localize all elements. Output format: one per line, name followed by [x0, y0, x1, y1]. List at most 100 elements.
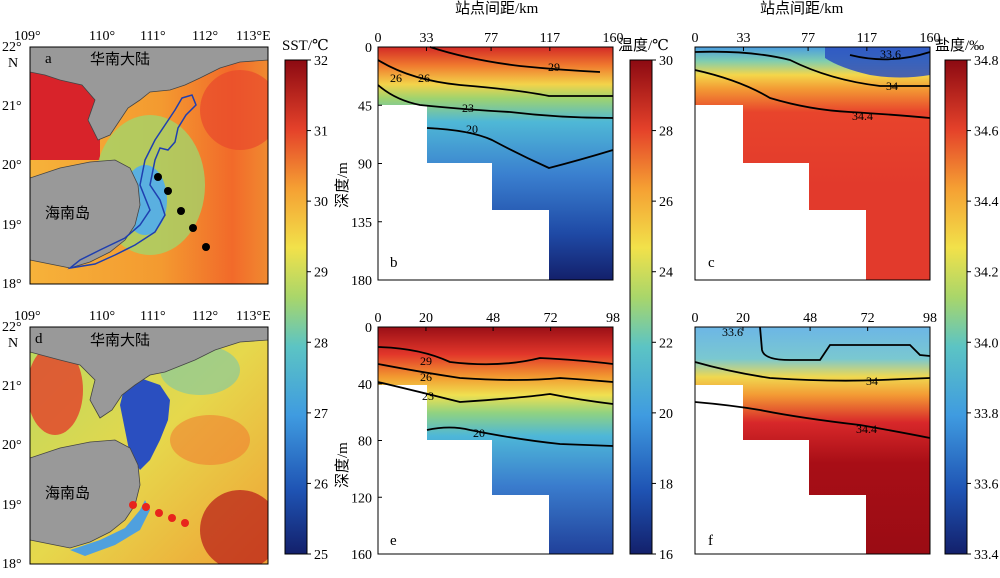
station-marker — [155, 509, 163, 517]
section-top-xlabel: 站点间距/km — [760, 0, 844, 17]
colorbar-tick-label: 28 — [314, 336, 328, 351]
colorbar-tick-label: 31 — [314, 125, 328, 140]
contour-label: 26 — [418, 71, 430, 85]
contour-label: 20 — [466, 122, 478, 136]
contour-label: 34.4 — [852, 109, 873, 123]
colorbar-tick-label: 24 — [659, 266, 673, 281]
temp-colorbar: 温度/℃ 30 28 26 24 22 20 18 16 — [618, 37, 673, 563]
stations-d — [129, 501, 189, 527]
contour-label: 29 — [548, 60, 560, 74]
lat-tick: 22° — [2, 40, 22, 55]
contour-33.6 — [759, 326, 931, 361]
section-f: 33.6 34 34.4 f 0 20 48 72 98 — [692, 311, 937, 555]
lat-tick: 19° — [2, 498, 22, 513]
contour-label: 34 — [886, 79, 898, 93]
contour-label: 26 — [390, 71, 402, 85]
y-tick-label: 180 — [351, 274, 372, 289]
contour-label: 33.6 — [722, 325, 743, 339]
contour-20 — [426, 426, 614, 447]
land-label-hainan: 海南岛 — [45, 485, 90, 502]
contour-26 — [377, 59, 613, 97]
lat-tick: 20° — [2, 438, 22, 453]
y-axis-label: 深度/m — [334, 162, 351, 208]
y-tick-label: 0 — [365, 321, 372, 336]
lat-tick: 22° — [2, 320, 22, 335]
panel-label: c — [708, 255, 715, 271]
lon-tick: 112° — [192, 29, 218, 44]
x-tick-label: 0 — [375, 31, 382, 46]
colorbar-tick-label: 26 — [659, 195, 673, 210]
x-tick-label: 160 — [920, 31, 941, 46]
mainland-land — [30, 327, 268, 419]
colorbar-tick-label: 25 — [314, 548, 328, 563]
contour-33.6 — [849, 51, 931, 61]
panel-label: a — [45, 51, 52, 67]
station-marker — [177, 207, 185, 215]
land-label-mainland: 华南大陆 — [90, 51, 150, 68]
section-top-xlabel: 站点间距/km — [455, 0, 539, 17]
map-d: d 华南大陆 海南岛 109° 110° 111° 112° 113°E 22°… — [2, 309, 271, 572]
lat-tick: 18° — [2, 277, 22, 292]
panel-label: f — [708, 533, 713, 549]
y-tick-label: 120 — [351, 491, 372, 506]
x-tick-label: 72 — [544, 311, 558, 326]
x-tick-label: 117 — [540, 31, 560, 46]
y-tick-label: 40 — [358, 378, 372, 393]
lat-tick: 21° — [2, 99, 22, 114]
coastal-cold-strip — [70, 500, 150, 556]
lon-tick: 113°E — [236, 29, 271, 44]
lon-tick: 113°E — [236, 309, 271, 324]
contour-label: 34.4 — [856, 422, 877, 436]
contour-34.4 — [694, 401, 931, 439]
colorbar-tick-label: 16 — [659, 548, 673, 563]
y-tick-label: 45 — [358, 99, 372, 114]
contour-29 — [429, 46, 601, 73]
x-tick-label: 0 — [692, 31, 699, 46]
contour-label: 33.6 — [880, 47, 901, 61]
contour-labels-c: 33.6 34 34.4 — [852, 47, 901, 123]
x-tick-label: 33 — [736, 31, 750, 46]
cold-water-contour — [67, 94, 197, 270]
colorbar-tick-label: 27 — [314, 407, 328, 422]
colorbar-tick-label: 20 — [659, 407, 673, 422]
land-label-mainland: 华南大陆 — [90, 332, 150, 349]
contour-23 — [377, 381, 614, 405]
panel-label: e — [390, 533, 397, 549]
station-marker — [189, 224, 197, 232]
x-tick-label: 20 — [419, 311, 433, 326]
contour-labels-b: 29 26 26 23 20 — [390, 60, 560, 136]
colorbar-tick-label: 34.8 — [974, 54, 999, 69]
x-tick-label: 72 — [861, 311, 875, 326]
y-tick-label: 0 — [365, 41, 372, 56]
coastal-cold-water — [120, 378, 170, 470]
station-marker — [181, 519, 189, 527]
colorbar-label: 盐度/‰ — [935, 37, 984, 54]
colorbar-tick-label: 30 — [314, 195, 328, 210]
x-tick-label: 0 — [375, 311, 382, 326]
hainan-land — [30, 159, 141, 269]
x-tick-label: 48 — [486, 311, 500, 326]
lon-tick: 111° — [140, 309, 166, 324]
lon-tick: 109° — [14, 29, 41, 44]
station-marker — [168, 514, 176, 522]
warm-patch — [170, 415, 250, 465]
north-label: N — [8, 336, 18, 351]
contour-label: 29 — [420, 354, 432, 368]
colorbar-label: 温度/℃ — [618, 37, 669, 54]
contour-34 — [694, 50, 930, 87]
colorbar-tick-label: 30 — [659, 54, 673, 69]
colorbar-tick-label: 33.4 — [974, 548, 999, 563]
station-marker — [142, 503, 150, 511]
warm-patch — [30, 345, 83, 435]
lat-tick: 18° — [2, 557, 22, 572]
colorbar-tick-label: 32 — [314, 54, 328, 69]
x-tick-label: 77 — [484, 31, 498, 46]
contour-34.4 — [694, 69, 931, 119]
colorbar-tick-label: 34.4 — [974, 195, 999, 210]
stations-a — [154, 173, 210, 251]
y-tick-label: 160 — [351, 548, 372, 563]
station-marker — [164, 187, 172, 195]
x-tick-label: 98 — [606, 311, 620, 326]
contour-label: 23 — [462, 101, 474, 115]
section-c: 站点间距/km 33.6 34 34.4 c 0 33 77 117 160 — [692, 0, 941, 281]
